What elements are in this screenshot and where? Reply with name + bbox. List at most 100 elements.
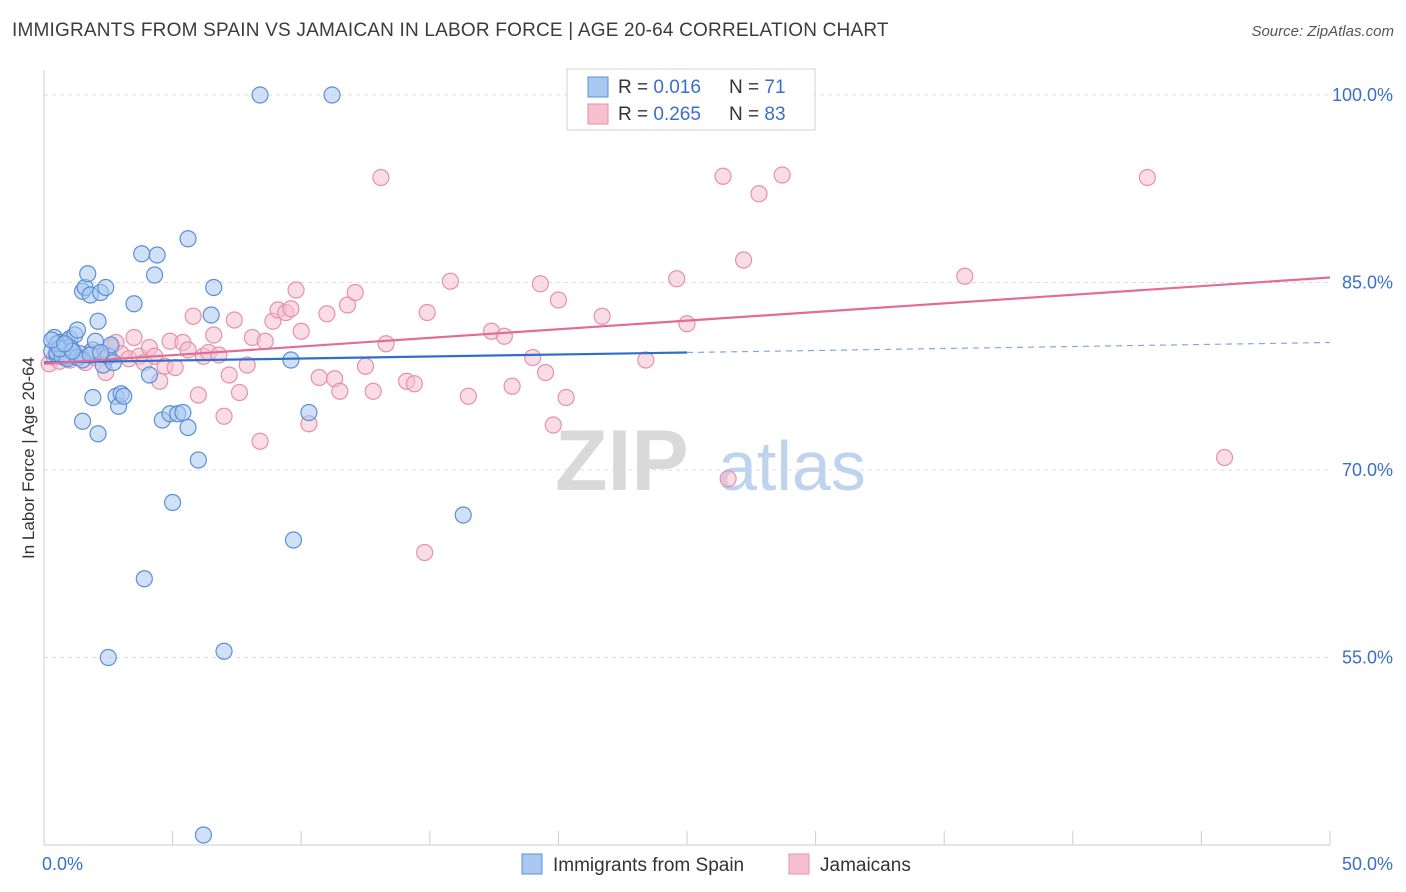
jamaicans-point-82 (956, 267, 974, 285)
jamaicans-point-70 (544, 416, 562, 434)
chart-title: IMMIGRANTS FROM SPAIN VS JAMAICAN IN LAB… (12, 20, 889, 41)
trend-line-spain (43, 351, 688, 364)
svg-text:R = 0.016: R = 0.016 (618, 77, 701, 98)
y-tick-label-2: 85.0% (1342, 273, 1393, 293)
jamaicans-point-16 (125, 328, 143, 347)
source-label: Source: ZipAtlas.com (1251, 23, 1394, 40)
bottom-legend: Immigrants from Spain Jamaicans (521, 853, 911, 876)
svg-text:R = 0.265: R = 0.265 (618, 104, 701, 125)
spain-point-70 (55, 335, 74, 353)
spain-point-36 (125, 295, 143, 313)
jamaicans-point-81 (773, 166, 791, 184)
jamaicans-point-63 (459, 387, 477, 405)
spain-point-65 (115, 387, 133, 405)
jamaicans-point-75 (668, 270, 686, 288)
jamaicans-point-28 (189, 386, 207, 404)
spain-point-39 (145, 266, 164, 284)
spain-point-57 (454, 506, 472, 524)
spain-point-53 (282, 351, 300, 369)
jamaicans-point-44 (282, 300, 300, 318)
jamaicans-point-27 (184, 307, 202, 325)
svg-text:N = 83: N = 83 (729, 104, 786, 125)
jamaicans-point-67 (524, 348, 542, 367)
y-tick-label-0: 55.0% (1342, 648, 1393, 668)
watermark-atlas: atlas (718, 427, 866, 505)
spain-point-61 (135, 570, 153, 588)
jamaicans-point-73 (593, 307, 611, 325)
jamaicans-point-53 (346, 283, 364, 302)
bottom-legend-swatch-pink (788, 853, 810, 875)
series-immigrants-from-spain (43, 86, 601, 844)
jamaicans-point-83 (1138, 168, 1156, 187)
jamaicans-point-78 (719, 470, 737, 488)
trend-line-jamaicans (43, 276, 1331, 365)
spain-point-37 (133, 245, 151, 263)
spain-point-21 (97, 278, 115, 297)
legend-swatch-blue (587, 76, 609, 98)
spain-point-40 (148, 246, 166, 264)
jamaicans-point-80 (750, 185, 768, 203)
x-tick-label-0: 0.0% (42, 854, 83, 874)
x-tick-labels: 0.0% 50.0% (42, 854, 1393, 874)
jamaicans-point-33 (215, 407, 233, 425)
legend-n-value-2: 83 (764, 104, 785, 125)
spain-point-47 (179, 418, 197, 437)
spain-point-62 (73, 412, 92, 430)
jamaicans-point-56 (372, 168, 390, 187)
spain-point-50 (205, 278, 223, 297)
jamaicans-point-48 (310, 368, 328, 387)
jamaicans-point-57 (377, 335, 395, 353)
spain-point-35 (91, 343, 110, 362)
jamaicans-point-69 (536, 363, 555, 382)
jamaicans-point-61 (418, 303, 436, 322)
jamaicans-point-26 (179, 341, 197, 359)
jamaicans-point-52 (338, 296, 357, 314)
y-tick-labels: 55.0% 70.0% 85.0% 100.0% (1332, 85, 1393, 668)
spain-point-18 (89, 312, 107, 330)
jamaicans-point-65 (495, 327, 513, 345)
jamaicans-point-84 (1215, 448, 1234, 467)
jamaicans-point-59 (405, 375, 423, 393)
spain-point-63 (89, 425, 107, 443)
jamaicans-point-76 (678, 315, 696, 333)
legend-swatch-pink (587, 103, 609, 125)
bottom-legend-label-pink: Jamaicans (820, 855, 911, 876)
legend-r-label-2: R = (618, 104, 653, 125)
jamaicans-point-54 (356, 357, 375, 375)
jamaicans-point-24 (166, 358, 184, 377)
legend: R = 0.016 N = 71 R = 0.265 N = 83 (566, 68, 816, 131)
spain-point-55 (300, 403, 318, 422)
spain-point-38 (140, 366, 159, 384)
y-tick-label-1: 70.0% (1342, 460, 1393, 480)
jamaicans-point-77 (714, 167, 732, 185)
jamaicans-point-68 (531, 275, 549, 293)
spain-point-46 (179, 230, 197, 248)
jamaicans-point-62 (441, 272, 459, 290)
spain-point-48 (189, 451, 207, 469)
jamaicans-point-49 (318, 305, 336, 323)
jamaicans-point-39 (251, 432, 269, 450)
watermark-zip: ZIP (555, 413, 689, 509)
y-tick-label-3: 100.0% (1332, 85, 1393, 105)
spain-point-52 (251, 86, 269, 104)
x-tick-label-1: 50.0% (1342, 854, 1393, 874)
jamaicans-point-46 (292, 322, 310, 340)
spain-point-64 (84, 388, 102, 407)
jamaicans-point-45 (287, 281, 305, 299)
spain-point-10 (68, 321, 87, 339)
spain-point-45 (174, 403, 192, 422)
axes (43, 70, 1331, 846)
jamaicans-point-34 (220, 366, 238, 384)
trend-lines (43, 276, 1331, 365)
legend-n-label-2: N = (729, 104, 764, 125)
legend-r-label-1: R = (618, 77, 653, 98)
jamaicans-point-31 (205, 326, 223, 344)
legend-r-value-2: 0.265 (653, 104, 701, 125)
jamaicans-point-60 (416, 543, 434, 562)
spain-point-56 (323, 86, 341, 104)
trend-line-spain-extension (686, 341, 1331, 354)
jamaicans-point-72 (557, 388, 575, 407)
jamaicans-point-79 (734, 251, 753, 269)
legend-r-value-1: 0.016 (653, 77, 701, 98)
